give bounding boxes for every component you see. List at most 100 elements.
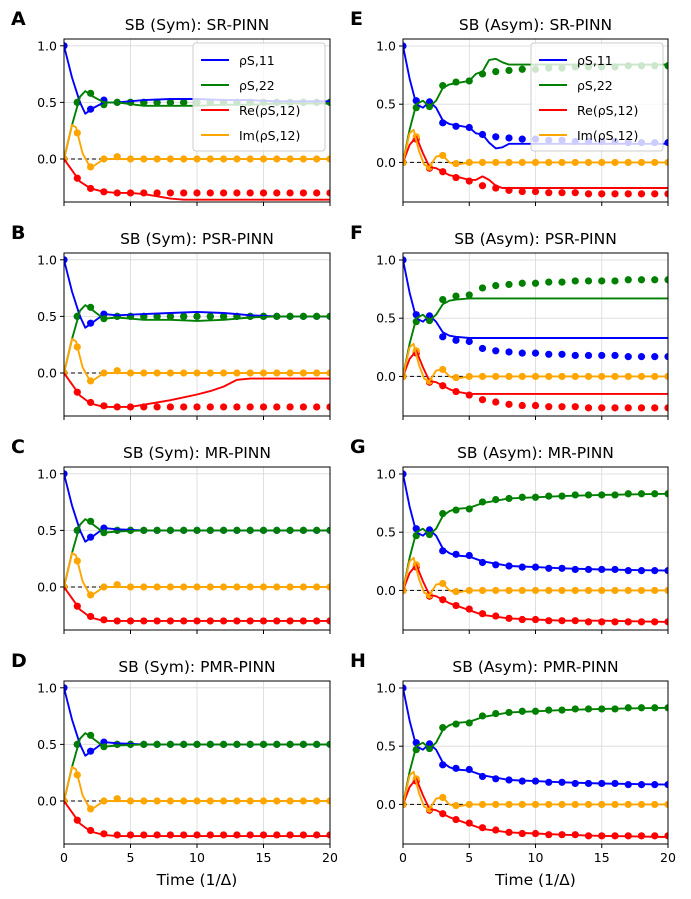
reference-point	[166, 312, 174, 320]
reference-point	[664, 190, 668, 198]
series-line-re-rho12	[64, 158, 330, 201]
reference-markers	[403, 256, 668, 412]
legend: ρS,11 ρS,22 Re(ρS,12) Im(ρS,12)	[530, 42, 664, 152]
x-tick-label: 20	[660, 850, 676, 865]
reference-point	[478, 284, 487, 292]
reference-point	[505, 348, 513, 356]
reference-point	[571, 277, 579, 285]
reference-point	[637, 276, 646, 284]
reference-point	[452, 336, 460, 344]
reference-point	[153, 831, 161, 839]
reference-point	[246, 312, 254, 320]
y-tick-label: 0.0	[37, 579, 57, 594]
reference-point	[206, 403, 214, 411]
reference-point	[259, 831, 268, 839]
y-tick-label: 1.0	[376, 680, 396, 695]
reference-point	[558, 278, 566, 286]
legend-label: Im(ρS,12)	[577, 128, 638, 143]
y-tick-label: 1.0	[37, 680, 57, 695]
reference-point	[439, 295, 447, 304]
reference-point	[220, 312, 228, 320]
reference-point	[492, 282, 500, 290]
reference-point	[273, 831, 281, 839]
reference-point	[611, 351, 619, 360]
series-line-re-rho12	[403, 563, 668, 623]
panel-title: SB (Sym): PSR-PINN	[120, 230, 274, 248]
reference-point	[518, 401, 526, 410]
reference-point	[598, 618, 606, 626]
panel-title: SB (Sym): PMR-PINN	[118, 658, 275, 676]
x-tick-label: 20	[322, 850, 338, 865]
reference-point	[206, 312, 214, 320]
reference-point	[651, 404, 659, 412]
reference-point	[492, 133, 500, 141]
reference-point	[624, 404, 632, 412]
y-tick-label: 0.0	[37, 151, 57, 166]
series-line-re-rho12	[403, 777, 668, 838]
y-tick-label: 0.0	[37, 365, 57, 380]
panel-A: 0.0 0.5 1.0 SB (Sym): SR-PINN AρS,11 ρS,22 Re(…	[11, 8, 331, 206]
panel-title: SB (Asym): PSR-PINN	[454, 230, 617, 248]
reference-point	[492, 347, 500, 355]
legend-label: Re(ρS,12)	[239, 103, 300, 118]
series-line-rho11	[403, 473, 668, 572]
reference-point	[518, 349, 526, 357]
y-tick-label: 0.5	[37, 523, 57, 538]
reference-point	[180, 403, 188, 411]
legend: ρS,11 ρS,22 Re(ρS,12) Im(ρS,12)	[192, 42, 326, 152]
reference-point	[598, 404, 606, 412]
reference-point	[193, 189, 201, 197]
reference-point	[206, 831, 214, 839]
series-line-rho11	[403, 687, 668, 786]
x-axis-label: Time (1/Δ)	[156, 871, 238, 889]
reference-point	[246, 831, 254, 839]
panel-E: 0.0 0.5 1.0 SB (Asym): SR-PINN EρS,11 ρS,22 Re…	[350, 8, 669, 206]
series-line-rho22	[64, 518, 330, 588]
reference-point	[246, 403, 254, 411]
panel-D: 0 5 10 15 20 0.0 0.5 1.0 SB (Sym): PMR-PINN D Time…	[11, 650, 338, 889]
reference-point	[584, 404, 593, 412]
reference-point	[140, 831, 148, 839]
series-line-re-rho12	[64, 800, 330, 838]
x-tick-label: 10	[189, 850, 205, 865]
reference-point	[531, 187, 540, 196]
x-axis-label: Time (1/Δ)	[494, 871, 576, 889]
reference-point	[492, 398, 500, 406]
reference-point	[286, 831, 294, 839]
x-tick-label: 0	[399, 850, 407, 865]
panel-title: SB (Sym): MR-PINN	[123, 444, 271, 462]
panel-letter: A	[11, 8, 26, 30]
reference-point	[571, 403, 579, 411]
series-line-re-rho12	[403, 135, 668, 189]
series-line-im-rho12	[64, 338, 330, 383]
reference-point	[478, 182, 487, 190]
panel-title: SB (Asym): MR-PINN	[457, 444, 614, 462]
y-tick-label: 1.0	[376, 466, 396, 481]
legend-label: ρS,22	[577, 78, 613, 93]
x-tick-label: 5	[127, 850, 135, 865]
reference-point	[153, 403, 161, 411]
panel-letter: E	[350, 8, 363, 30]
series-line-im-rho12	[64, 124, 330, 169]
series-line-im-rho12	[403, 342, 668, 383]
reference-point	[180, 98, 188, 106]
legend-label: Re(ρS,12)	[577, 103, 638, 118]
reference-point	[571, 351, 579, 360]
reference-point	[299, 189, 307, 197]
series-lines	[403, 473, 668, 623]
series-line-rho22	[403, 57, 668, 163]
reference-point	[637, 353, 646, 361]
panel-letter: D	[11, 650, 27, 672]
reference-point	[113, 526, 121, 534]
reference-point	[220, 831, 228, 839]
series-line-rho22	[64, 732, 330, 802]
reference-point	[273, 403, 281, 411]
series-line-rho11	[403, 45, 668, 150]
reference-point	[299, 403, 307, 411]
panel-G: 0.0 0.5 1.0 SB (Asym): MR-PINN G	[350, 436, 669, 634]
y-tick-label: 1.0	[376, 252, 396, 267]
series-line-rho22	[64, 304, 330, 374]
y-tick-label: 0.5	[376, 97, 396, 112]
y-tick-label: 0.5	[376, 311, 396, 326]
reference-point	[452, 159, 460, 168]
